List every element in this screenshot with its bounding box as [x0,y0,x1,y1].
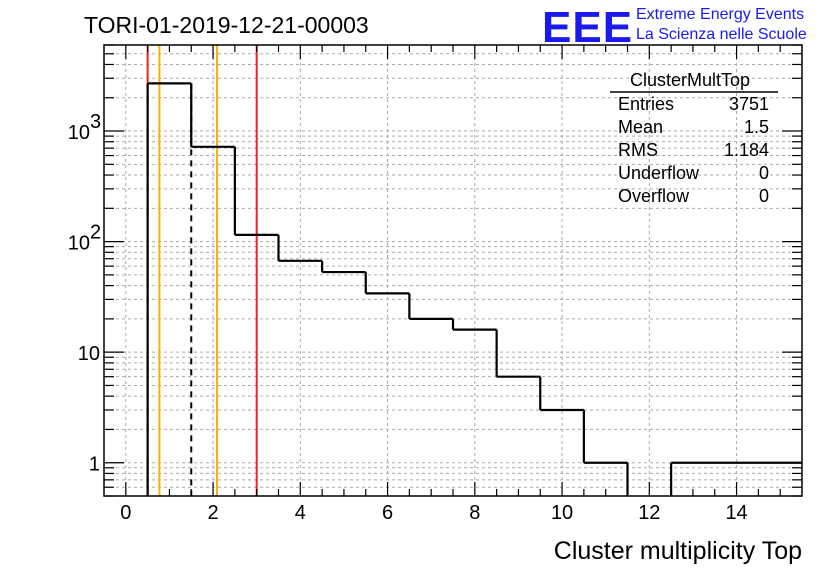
stats-label: Underflow [618,163,700,183]
logo-mark: EEE [542,3,633,52]
x-tick-label: 0 [120,502,131,524]
stats-value: 1.5 [744,117,769,137]
logo-line-1: Extreme Energy Events [636,6,804,23]
x-tick-label: 6 [382,502,393,524]
stats-value: 0 [759,163,769,183]
stats-title: ClusterMultTop [630,70,750,90]
x-tick-label: 8 [469,502,480,524]
y-tick-label-exponent: 2 [90,222,101,244]
stats-rows: Entries 3751 Mean 1.5 RMS 1.184 Underflow 0 Over… [618,94,769,206]
stats-label: Entries [618,94,674,114]
histogram-bars [146,82,802,496]
y-tick-label: 1 [89,454,100,476]
stats-value: 1.184 [724,140,769,160]
y-tick-label-exponent: 3 [90,111,101,133]
stats-label: Mean [618,117,663,137]
stats-box: ClusterMultTop Entries 3751 Mean 1.5 RMS 1.18… [610,70,778,206]
x-tick-label: 4 [295,502,306,524]
axis-ticks [104,44,802,497]
x-tick-label: 2 [208,502,219,524]
x-tick-labels: 0 2 4 6 8 10 12 14 [120,502,747,524]
eee-logo: EEE Extreme Energy Events La Scienza nel… [542,3,807,52]
stats-value: 3751 [729,94,769,114]
y-tick-label: 10 [68,122,90,144]
x-tick-label: 12 [638,502,660,524]
logo-line-2: La Scienza nelle Scuole [636,26,807,43]
stats-label: Overflow [618,186,690,206]
y-tick-label: 10 [68,233,90,255]
stats-label: RMS [618,140,658,160]
x-tick-label: 14 [725,502,747,524]
x-tick-label: 10 [551,502,573,524]
chart-title: TORI-01-2019-12-21-00003 [84,12,369,38]
y-tick-label: 10 [78,343,100,365]
stats-value: 0 [759,186,769,206]
x-axis-label: Cluster multiplicity Top [554,537,802,565]
